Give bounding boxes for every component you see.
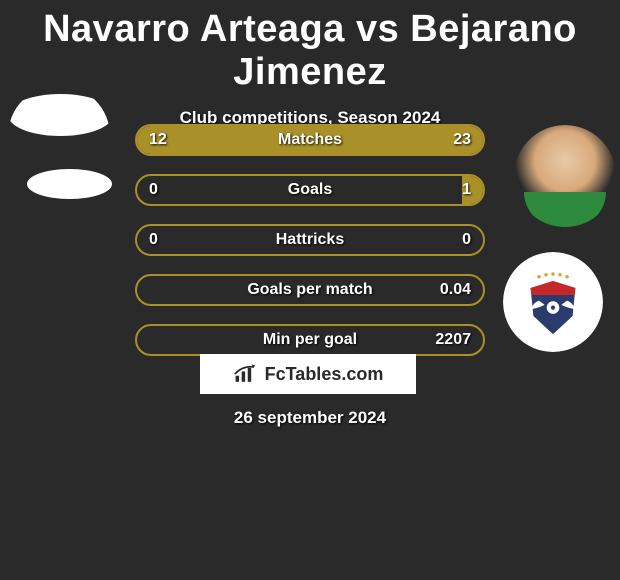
bar-chart-icon xyxy=(233,363,259,385)
player-face-icon xyxy=(514,125,616,227)
stat-label: Matches xyxy=(137,126,483,154)
stat-value-right: 0.04 xyxy=(440,276,471,304)
stat-value-right: 0 xyxy=(462,226,471,254)
stat-label: Min per goal xyxy=(137,326,483,354)
stat-row: 0Hattricks0 xyxy=(135,224,485,256)
generated-date: 26 september 2024 xyxy=(0,408,620,428)
stats-bars: 12Matches230Goals10Hattricks0Goals per m… xyxy=(135,124,485,374)
player2-avatar xyxy=(514,125,616,227)
stat-value-right: 2207 xyxy=(435,326,471,354)
fctables-logo: FcTables.com xyxy=(200,354,416,394)
team-crest-icon xyxy=(503,252,603,352)
comparison-card: Navarro Arteaga vs Bejarano Jimenez Club… xyxy=(0,0,620,580)
blank-ellipse-icon xyxy=(8,94,110,136)
stat-label: Goals xyxy=(137,176,483,204)
stat-label: Goals per match xyxy=(137,276,483,304)
card-title: Navarro Arteaga vs Bejarano Jimenez xyxy=(0,0,620,94)
blank-ellipse-icon xyxy=(27,169,112,199)
stat-value-right: 23 xyxy=(453,126,471,154)
stat-row: Min per goal2207 xyxy=(135,324,485,356)
stat-row: 12Matches23 xyxy=(135,124,485,156)
stat-row: 0Goals1 xyxy=(135,174,485,206)
logo-text: FcTables.com xyxy=(265,364,384,385)
stat-row: Goals per match0.04 xyxy=(135,274,485,306)
stat-value-right: 1 xyxy=(462,176,471,204)
team1-avatar xyxy=(17,163,122,221)
stat-label: Hattricks xyxy=(137,226,483,254)
team2-avatar xyxy=(503,252,603,352)
